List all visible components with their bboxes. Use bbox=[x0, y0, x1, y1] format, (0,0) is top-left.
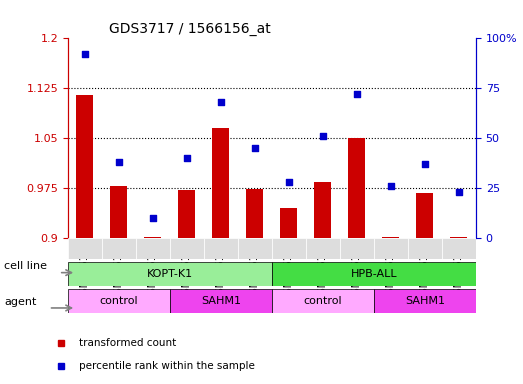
Text: transformed count: transformed count bbox=[79, 338, 176, 348]
Bar bbox=[340, 238, 374, 259]
Bar bbox=[374, 289, 476, 313]
Text: HPB-ALL: HPB-ALL bbox=[350, 269, 397, 279]
Text: percentile rank within the sample: percentile rank within the sample bbox=[79, 361, 255, 371]
Bar bbox=[348, 138, 366, 238]
Bar bbox=[238, 238, 272, 259]
Bar bbox=[314, 182, 332, 238]
Text: SAHM1: SAHM1 bbox=[201, 296, 241, 306]
Point bbox=[149, 215, 157, 221]
Point bbox=[81, 51, 89, 58]
Bar bbox=[212, 128, 230, 238]
Bar bbox=[204, 238, 238, 259]
Text: control: control bbox=[100, 296, 138, 306]
Point bbox=[251, 145, 259, 151]
Bar bbox=[144, 237, 162, 238]
Bar bbox=[280, 208, 298, 238]
Bar bbox=[416, 194, 434, 238]
Bar bbox=[246, 189, 264, 238]
Bar bbox=[450, 237, 468, 238]
Text: agent: agent bbox=[4, 297, 36, 307]
Text: cell line: cell line bbox=[4, 262, 47, 271]
Text: control: control bbox=[304, 296, 342, 306]
Bar bbox=[178, 190, 196, 238]
Point bbox=[319, 133, 327, 139]
Text: SAHM1: SAHM1 bbox=[405, 296, 445, 306]
Bar bbox=[442, 238, 476, 259]
Bar bbox=[110, 186, 128, 238]
Bar bbox=[68, 289, 170, 313]
Point bbox=[353, 91, 361, 98]
Bar bbox=[382, 237, 400, 238]
Point bbox=[115, 159, 123, 165]
Bar bbox=[68, 262, 272, 286]
Bar bbox=[136, 238, 170, 259]
Bar bbox=[68, 238, 102, 259]
Bar bbox=[306, 238, 340, 259]
Bar bbox=[170, 289, 272, 313]
Point bbox=[420, 161, 429, 167]
Point bbox=[183, 155, 191, 161]
Text: KOPT-K1: KOPT-K1 bbox=[147, 269, 193, 279]
Bar bbox=[170, 238, 204, 259]
Point bbox=[217, 99, 225, 105]
Point bbox=[386, 183, 395, 189]
Bar bbox=[102, 238, 136, 259]
Bar bbox=[374, 238, 408, 259]
Bar bbox=[272, 262, 476, 286]
Point bbox=[454, 189, 463, 195]
Bar bbox=[408, 238, 442, 259]
Bar bbox=[272, 289, 374, 313]
Bar bbox=[76, 95, 94, 238]
Point bbox=[285, 179, 293, 185]
Bar bbox=[272, 238, 306, 259]
Text: GDS3717 / 1566156_at: GDS3717 / 1566156_at bbox=[109, 22, 270, 36]
